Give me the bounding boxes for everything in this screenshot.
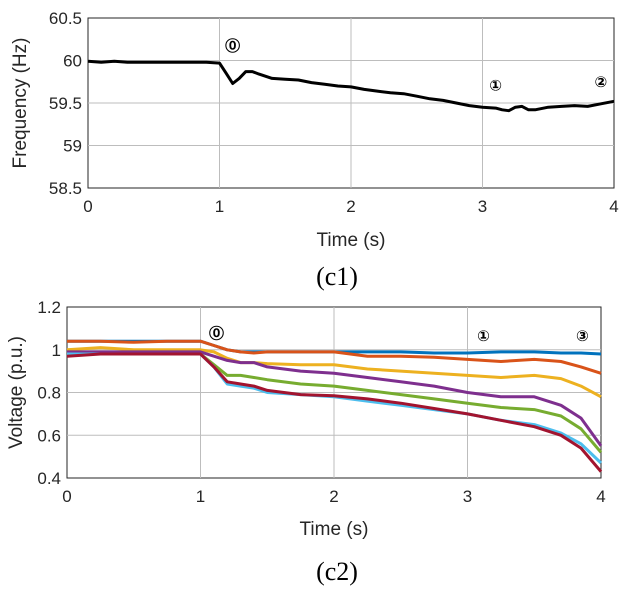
caption: (c2) bbox=[316, 557, 358, 586]
y-axis-label: Voltage (p.u.) bbox=[6, 336, 27, 449]
x-tick-label: 3 bbox=[478, 197, 487, 216]
y-tick-labels: 0.4 0.6 0.8 1 1.2 bbox=[37, 298, 61, 488]
series-line-bus-4 bbox=[67, 350, 603, 447]
x-tick-label: 1 bbox=[215, 197, 224, 216]
y-tick-label: 59.5 bbox=[49, 94, 82, 113]
x-tick-label: 1 bbox=[196, 487, 205, 506]
x-tick-label: 2 bbox=[329, 487, 338, 506]
x-tick-label: 4 bbox=[609, 197, 618, 216]
series-lines bbox=[87, 59, 615, 113]
event-marker: ③ bbox=[576, 327, 589, 345]
frequency-chart: 0 1 2 3 4 58.5 59 59.5 60 60.5 ⓪ ① ② Time (s) Freq… bbox=[10, 9, 619, 291]
annotations: ⓪ ① ② bbox=[225, 37, 607, 94]
y-tick-labels: 58.5 59 59.5 60 60.5 bbox=[49, 9, 82, 198]
x-tick-label: 0 bbox=[83, 197, 92, 216]
annotations: ⓪ ① ③ bbox=[209, 325, 589, 345]
x-tick-labels: 0 1 2 3 4 bbox=[83, 197, 618, 216]
x-tick-label: 2 bbox=[346, 197, 355, 216]
series-line-bus-7 bbox=[66, 352, 603, 473]
x-tick-label: 3 bbox=[463, 487, 472, 506]
y-tick-label: 60.5 bbox=[49, 9, 82, 28]
x-tick-labels: 0 1 2 3 4 bbox=[62, 487, 605, 506]
series-lines bbox=[66, 339, 603, 473]
y-tick-label: 1.2 bbox=[37, 298, 61, 317]
grid bbox=[88, 18, 614, 188]
y-tick-label: 59 bbox=[63, 137, 82, 156]
x-tick-label: 0 bbox=[62, 487, 71, 506]
event-marker: ① bbox=[477, 327, 490, 345]
y-tick-label: 0.4 bbox=[37, 469, 61, 488]
y-tick-label: 0.6 bbox=[37, 426, 61, 445]
series-line-bus-3 bbox=[66, 346, 602, 399]
event-marker: ① bbox=[489, 76, 502, 94]
x-tick-label: 4 bbox=[596, 487, 605, 506]
series-line-frequency bbox=[87, 59, 615, 113]
voltage-chart: 0 1 2 3 4 0.4 0.6 0.8 1 1.2 ⓪ ① ③ Time (s) Voltage… bbox=[6, 298, 606, 586]
y-tick-label: 58.5 bbox=[49, 179, 82, 198]
caption: (c1) bbox=[316, 262, 358, 291]
series-line-bus-2 bbox=[67, 339, 602, 375]
y-tick-label: 1 bbox=[52, 341, 61, 360]
event-marker: ② bbox=[594, 73, 607, 91]
x-axis-label: Time (s) bbox=[317, 230, 386, 251]
y-tick-label: 0.8 bbox=[37, 384, 61, 403]
event-marker: ⓪ bbox=[225, 37, 240, 55]
x-axis-label: Time (s) bbox=[300, 519, 369, 540]
event-marker: ⓪ bbox=[209, 325, 224, 343]
y-axis-label: Frequency (Hz) bbox=[10, 38, 31, 169]
y-tick-label: 60 bbox=[63, 52, 82, 71]
